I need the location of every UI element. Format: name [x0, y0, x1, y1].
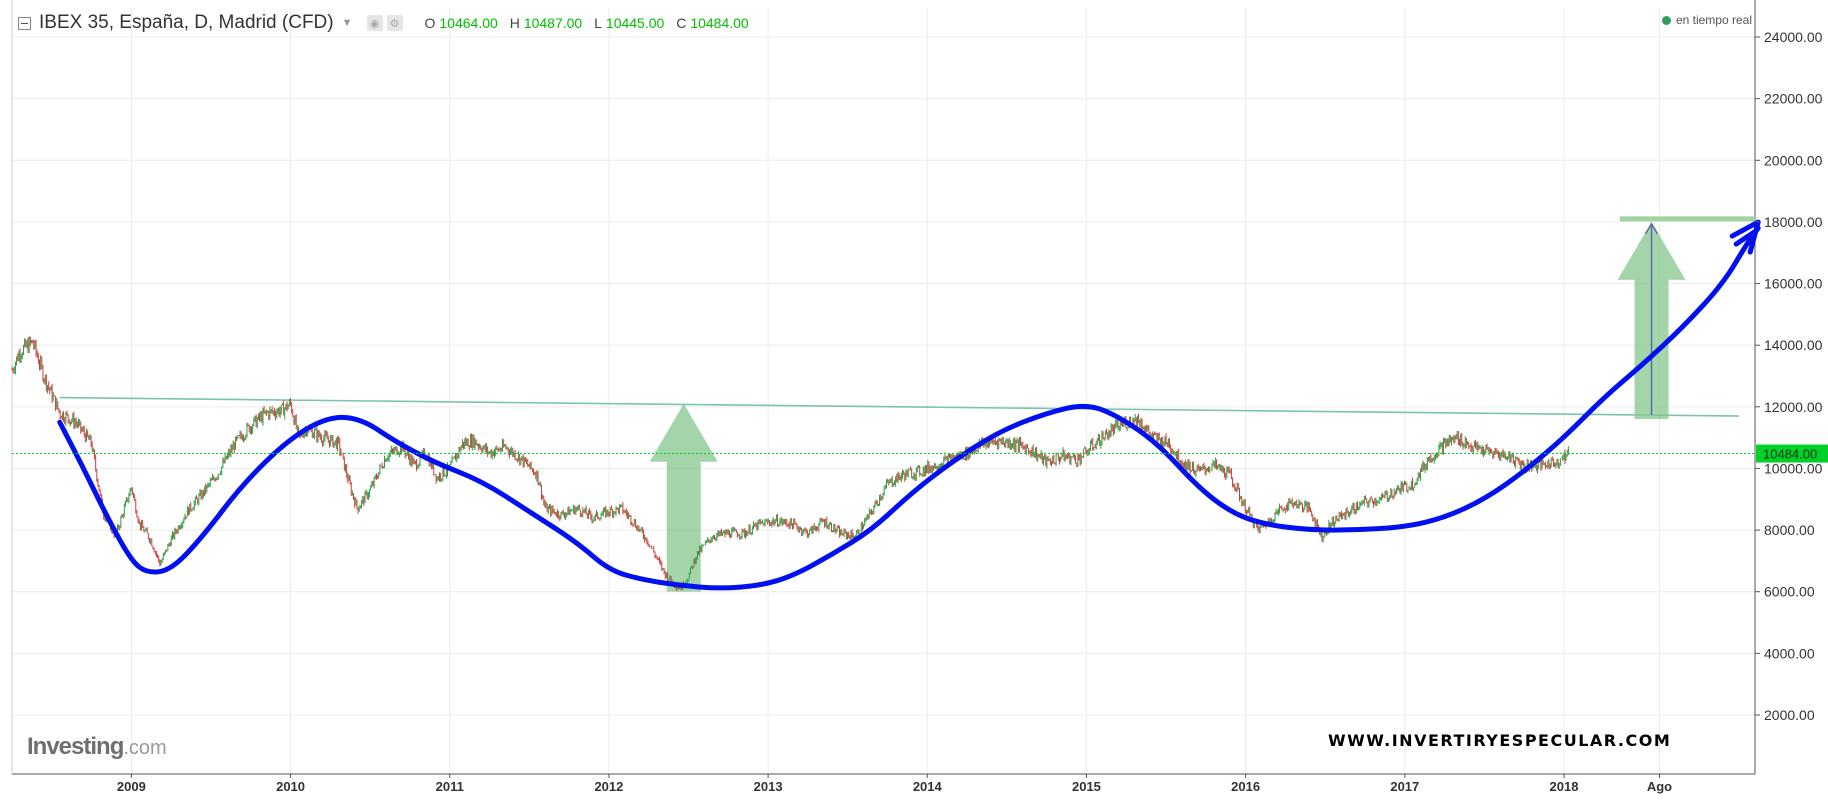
ohlc-high-value: 10487.00: [523, 15, 583, 31]
x-tick-label: 2016: [1231, 779, 1260, 794]
last-price-label: 10484.00: [1763, 447, 1817, 462]
y-tick-label: 22000.00: [1764, 91, 1823, 107]
y-tick-label: 16000.00: [1764, 276, 1823, 292]
ohlc-close-key: C: [676, 15, 687, 31]
y-tick-label: 14000.00: [1764, 337, 1823, 353]
y-tick-label: 24000.00: [1764, 29, 1823, 45]
chevron-down-icon[interactable]: ▼: [341, 17, 353, 29]
collapse-button[interactable]: [18, 16, 31, 30]
resistance-line: [59, 396, 1740, 417]
watermark-url: WWW.INVERTIRYESPECULAR.COM: [1328, 731, 1672, 750]
x-tick-label: 2010: [276, 779, 305, 794]
x-tick-label: 2011: [436, 779, 464, 794]
x-tick-label: 2015: [1072, 779, 1101, 794]
axis-frame: [11, 0, 1756, 775]
x-tick-label: 2012: [594, 779, 623, 794]
x-tick-label: 2014: [913, 779, 943, 794]
brand-domain: .com: [123, 737, 167, 759]
last-price-layer: 10484.00: [12, 444, 1828, 463]
gear-icon[interactable]: ⚙: [386, 15, 403, 31]
y-tick-label: 2000.00: [1764, 707, 1815, 723]
projection-arrow-tip: [1644, 222, 1659, 235]
x-tick-label: 2018: [1550, 779, 1579, 794]
projection-arrow: [649, 403, 718, 592]
realtime-label: en tiempo real: [1675, 13, 1752, 27]
x-tick-label: 2009: [117, 779, 146, 794]
eye-icon[interactable]: ◉: [366, 15, 383, 31]
y-tick-label: 20000.00: [1764, 152, 1823, 168]
investing-logo[interactable]: Investing.com: [27, 733, 167, 761]
ohlc-open-value: 10464.00: [439, 15, 498, 31]
y-tick-label: 18000.00: [1764, 214, 1823, 230]
grid-lines: [12, 8, 1755, 774]
x-axis-ticks: 2009 2010 2011 2012 2013 2014 2015 2016 2017 2018…: [117, 774, 1672, 794]
y-tick-label: 4000.00: [1764, 645, 1815, 661]
ohlc-open-key: O: [424, 15, 436, 31]
x-tick-label: 2013: [754, 779, 783, 794]
ohlc-close-value: 10484.00: [690, 15, 749, 31]
chart-header: IBEX 35, España, D, Madrid (CFD) ▼ ◉ ⚙ O…: [18, 10, 757, 36]
resistance-layer: [59, 216, 1755, 417]
y-tick-label: 10000.00: [1764, 460, 1823, 476]
ohlc-low-value: 10445.00: [605, 15, 665, 31]
status-dot-icon: [1661, 15, 1671, 25]
ohlc-high-key: H: [509, 15, 520, 31]
ohlc-low-key: L: [594, 15, 602, 31]
realtime-status: en tiempo real: [1661, 13, 1752, 27]
x-tick-label: Ago: [1647, 779, 1672, 794]
ohlc-readout: O 10464.00 H 10487.00 L 10445.00 C 10484.00: [425, 15, 757, 31]
trend-curve: [57, 225, 1761, 591]
y-tick-label: 8000.00: [1764, 522, 1815, 538]
instrument-title: IBEX 35, España, D, Madrid (CFD): [39, 12, 334, 33]
y-tick-label: 6000.00: [1764, 584, 1815, 600]
brand-name: Investing: [27, 733, 124, 760]
last-price-badge: [1756, 444, 1828, 463]
y-axis-ticks: 24000.00 22000.00 20000.00 18000.00 16000.00…: [1755, 29, 1823, 723]
y-tick-label: 12000.00: [1764, 399, 1823, 415]
x-tick-label: 2017: [1390, 779, 1419, 794]
